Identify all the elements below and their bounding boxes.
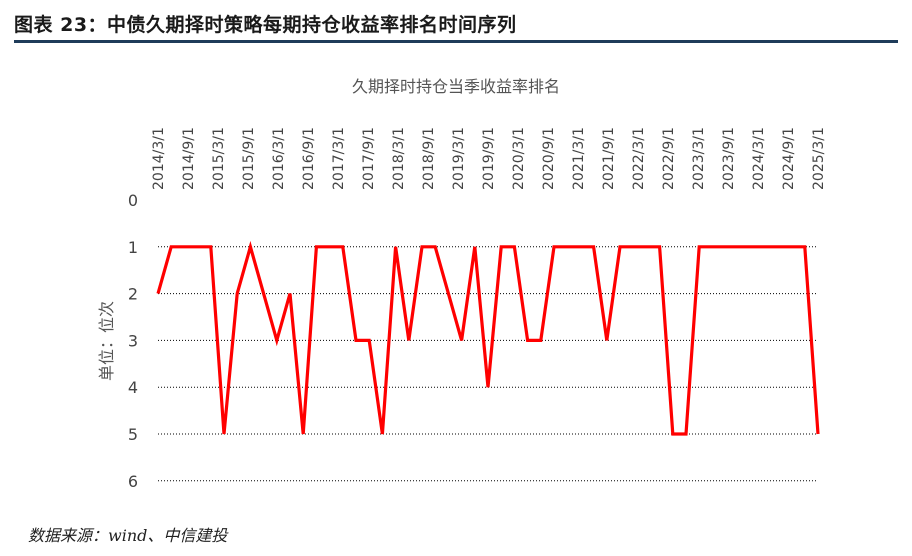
x-tick-label: 2020/9/1: [541, 127, 557, 190]
x-tick-label: 2022/3/1: [631, 127, 647, 190]
chart-title: 久期择时持仓当季收益率排名: [352, 77, 560, 96]
x-tick-label: 2025/3/1: [811, 127, 827, 190]
x-tick-label: 2015/3/1: [211, 127, 227, 190]
x-tick-label: 2018/3/1: [391, 127, 407, 190]
y-tick-label: 1: [128, 238, 138, 257]
x-tick-label: 2024/9/1: [781, 127, 797, 190]
source-note: 数据来源：wind、中信建投: [28, 526, 228, 545]
x-tick-label: 2019/9/1: [481, 127, 497, 190]
x-tick-label: 2017/9/1: [361, 127, 377, 190]
y-tick-label: 4: [128, 378, 138, 397]
x-tick-label: 2022/9/1: [661, 127, 677, 190]
x-tick-labels: 2014/3/1 2014/9/1 2015/3/1 2015/9/1 2016/3/1…: [151, 127, 827, 190]
x-tick-label: 2020/3/1: [511, 127, 527, 190]
x-tick-label: 2019/3/1: [451, 127, 467, 190]
y-tick-label: 0: [128, 191, 138, 210]
y-tick-labels: 0 1 2 3 4 5 6: [128, 191, 138, 491]
x-tick-label: 2021/9/1: [601, 127, 617, 190]
x-tick-label: 2017/3/1: [331, 127, 347, 190]
x-tick-label: 2014/9/1: [181, 127, 197, 190]
figure-title: 图表 23：中债久期择时策略每期持仓收益率排名时间序列: [14, 14, 517, 36]
x-tick-label: 2014/3/1: [151, 127, 167, 190]
gridlines: [158, 246, 818, 482]
y-tick-label: 3: [128, 331, 138, 350]
x-tick-label: 2024/3/1: [751, 127, 767, 190]
y-tick-label: 6: [128, 472, 138, 491]
y-tick-label: 2: [128, 285, 138, 304]
title-rule: [14, 40, 898, 43]
x-tick-label: 2015/9/1: [241, 127, 257, 190]
x-tick-label: 2023/3/1: [691, 127, 707, 190]
y-tick-label: 5: [128, 425, 138, 444]
x-tick-label: 2016/3/1: [271, 127, 287, 190]
x-tick-label: 2018/9/1: [421, 127, 437, 190]
plot-area: [156, 240, 820, 436]
y-axis-label: 单位：位次: [97, 301, 116, 381]
series-line: [156, 240, 820, 436]
x-tick-label: 2021/3/1: [571, 127, 587, 190]
x-tick-label: 2016/9/1: [301, 127, 317, 190]
x-tick-label: 2023/9/1: [721, 127, 737, 190]
